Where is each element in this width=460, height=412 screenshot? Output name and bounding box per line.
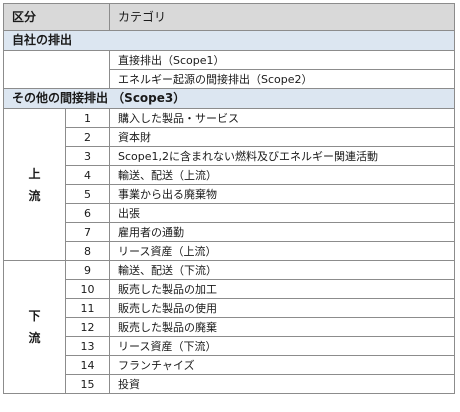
category-cell: 輸送、配送（下流）: [109, 260, 455, 280]
category-number: 13: [64, 336, 111, 356]
table-row: 4 輸送、配送（上流）: [4, 165, 455, 185]
header-kubun: 区分: [2, 3, 111, 31]
table-row: 7 雇用者の通勤: [4, 222, 455, 242]
table-row: 10 販売した製品の加工: [4, 279, 455, 299]
section-title-scope3: その他の間接排出 （Scope3）: [3, 88, 455, 109]
section-title-own: 自社の排出: [3, 30, 455, 51]
header-row: 区分 カテゴリ: [2, 3, 455, 31]
category-number: 8: [64, 241, 111, 261]
table-row: 5 事業から出る廃棄物: [4, 184, 455, 204]
category-number: 1: [64, 108, 111, 128]
category-number: 14: [64, 355, 111, 375]
downstream-label: 下 流: [3, 260, 66, 394]
category-cell: 事業から出る廃棄物: [109, 184, 455, 204]
category-cell: 販売した製品の廃棄: [109, 317, 455, 337]
category-cell: Scope1,2に含まれない燃料及びエネルギー関連活動: [109, 146, 455, 166]
category-number: 11: [64, 298, 111, 318]
table-row: 13 リース資産（下流）: [4, 336, 455, 356]
table-row: 3 Scope1,2に含まれない燃料及びエネルギー関連活動: [4, 146, 455, 166]
own-blank-cell: [2, 50, 111, 89]
category-number: 2: [64, 127, 111, 147]
section-row-own: 自社の排出: [3, 30, 455, 51]
category-cell: 購入した製品・サービス: [109, 108, 455, 128]
downstream-label-char: 流: [28, 331, 41, 345]
table-row: 6 出張: [4, 203, 455, 223]
category-cell: 販売した製品の使用: [109, 298, 455, 318]
category-cell: リース資産（上流）: [109, 241, 455, 261]
category-cell: フランチャイズ: [109, 355, 455, 375]
category-number: 7: [64, 222, 111, 242]
upstream-label-char: 流: [28, 188, 41, 203]
category-number: 3: [64, 146, 111, 166]
category-cell: 販売した製品の加工: [109, 279, 455, 299]
category-cell: エネルギー起源の間接排出（Scope2）: [109, 69, 455, 89]
table-row: 12 販売した製品の廃棄: [4, 317, 455, 337]
category-number: 4: [64, 165, 111, 185]
category-number: 5: [64, 184, 111, 204]
table-row: 直接排出（Scope1）: [2, 50, 455, 89]
category-cell: 資本財: [109, 127, 455, 147]
category-number: 12: [64, 317, 111, 337]
table-row: 15 投資: [4, 374, 455, 394]
table-row: 14 フランチャイズ: [4, 355, 455, 375]
table-row: 8 リース資産（上流）: [4, 241, 455, 261]
header-category: カテゴリ: [109, 3, 455, 31]
category-number: 15: [64, 374, 111, 394]
category-cell: 出張: [109, 203, 455, 223]
category-number: 6: [64, 203, 111, 223]
category-cell: 輸送、配送（上流）: [109, 165, 455, 185]
table-row: 11 販売した製品の使用: [4, 298, 455, 318]
category-cell: リース資産（下流）: [109, 336, 455, 356]
category-number: 10: [64, 279, 111, 299]
category-cell: 雇用者の通勤: [109, 222, 455, 242]
category-cell: 投資: [109, 374, 455, 394]
upstream-label: 上 流: [3, 108, 66, 261]
category-cell: 直接排出（Scope1）: [109, 50, 455, 70]
emissions-category-table: 区分 カテゴリ 自社の排出 直接排出（Scope1） エネルギー起源の間接排出（…: [2, 3, 455, 394]
section-row-scope3: その他の間接排出 （Scope3）: [3, 88, 455, 109]
table-row: 上 流 1 購入した製品・サービス: [3, 108, 455, 261]
table-row: 下 流 9 輸送、配送（下流）: [3, 260, 455, 394]
table-row: 2 資本財: [4, 127, 455, 147]
category-number: 9: [64, 260, 111, 280]
upstream-label-char: 上: [28, 166, 41, 181]
downstream-label-char: 下: [28, 309, 41, 323]
